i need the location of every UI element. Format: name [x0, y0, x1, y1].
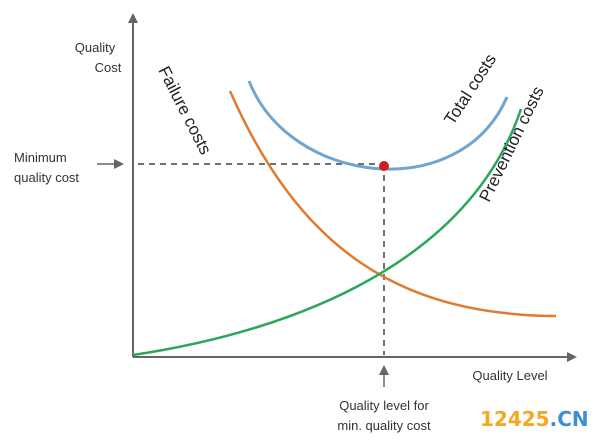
optimum-level-label-line-1: Quality level for	[339, 398, 429, 413]
y-axis-label-line-2: Cost	[95, 60, 122, 75]
optimum-level-label-line-2: min. quality cost	[337, 418, 431, 433]
total-costs-label: Total costs	[440, 50, 500, 128]
x-axis-label: Quality Level	[472, 368, 547, 383]
watermark-logo: 12425.CN	[480, 407, 589, 431]
optimum-point	[379, 161, 389, 171]
prevention-costs-line	[132, 108, 523, 357]
total-costs-line	[247, 80, 509, 171]
failure-costs-label: Failure costs	[154, 63, 215, 157]
min-cost-label-line-1: Minimum	[14, 150, 67, 165]
y-axis-label-line-1: Quality	[75, 40, 116, 55]
watermark-part-1: 12425	[480, 407, 550, 431]
prevention-costs-label: Prevention costs	[476, 83, 548, 204]
min-cost-label-line-2: quality cost	[14, 170, 79, 185]
failure-costs-line	[228, 90, 557, 318]
watermark-part-2: .CN	[550, 407, 589, 431]
